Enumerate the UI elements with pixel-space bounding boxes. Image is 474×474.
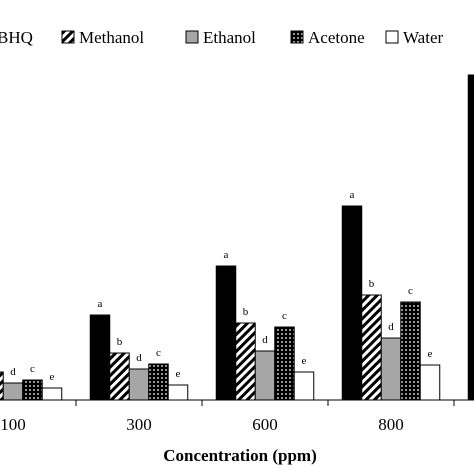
- legend-swatch: [385, 30, 399, 44]
- legend-swatch: [185, 30, 199, 44]
- bar: [254, 350, 276, 401]
- bar-letter: b: [117, 336, 123, 348]
- legend-label: Methanol: [79, 28, 144, 47]
- bar: [167, 384, 189, 401]
- x-tick-label: 600: [252, 415, 278, 434]
- bar-letter: c: [30, 363, 35, 375]
- x-axis-label: Concentration (ppm): [163, 446, 316, 465]
- legend-label: BHQ: [0, 28, 33, 47]
- bar: [128, 368, 150, 401]
- bar: [467, 74, 474, 401]
- x-tick-label: 100: [0, 415, 26, 434]
- bar-letter: b: [369, 278, 375, 290]
- bar: [380, 337, 402, 401]
- bar-letter: e: [176, 368, 181, 380]
- bar: [89, 314, 111, 401]
- bar: [293, 371, 315, 401]
- legend-swatch: [290, 30, 304, 44]
- bar-letter: a: [350, 189, 355, 201]
- bar: [361, 294, 382, 401]
- legend-label: Acetone: [308, 28, 365, 47]
- bar: [41, 387, 63, 401]
- bar: [419, 364, 441, 401]
- bar-letter: e: [428, 348, 433, 360]
- bar-letter: c: [408, 285, 413, 297]
- bar-letter: a: [98, 298, 103, 310]
- bar-letter: d: [10, 366, 16, 378]
- bar-letter: a: [224, 249, 229, 261]
- bar-letter: d: [262, 334, 268, 346]
- bar: [109, 352, 130, 401]
- x-tick-label: 800: [378, 415, 404, 434]
- bar: [215, 265, 237, 401]
- bar: [22, 379, 43, 401]
- bar: [400, 301, 421, 401]
- bar-letter: c: [156, 347, 161, 359]
- bar: [341, 205, 363, 401]
- bar: [235, 322, 256, 401]
- x-tick-label: 300: [126, 415, 152, 434]
- bar-letter: e: [50, 371, 55, 383]
- bar: [274, 326, 295, 401]
- bar-letter: d: [136, 352, 142, 364]
- legend-swatch: [61, 30, 75, 44]
- bar-letter: e: [302, 355, 307, 367]
- bar-letter: b: [243, 306, 249, 318]
- legend-label: Water: [403, 28, 443, 47]
- bar-letter: c: [282, 310, 287, 322]
- bar-letter: d: [388, 321, 394, 333]
- bar: [2, 382, 24, 401]
- bar: [148, 363, 169, 401]
- legend-label: Ethanol: [203, 28, 256, 47]
